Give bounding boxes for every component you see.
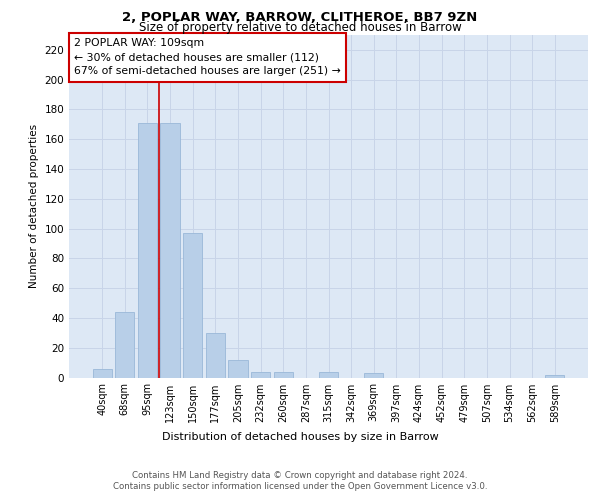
- Bar: [92, 368, 112, 378]
- Bar: [319, 372, 338, 378]
- Bar: [115, 312, 134, 378]
- Bar: [364, 373, 383, 378]
- Bar: [183, 233, 202, 378]
- Bar: [160, 123, 180, 378]
- Text: 2, POPLAR WAY, BARROW, CLITHEROE, BB7 9ZN: 2, POPLAR WAY, BARROW, CLITHEROE, BB7 9Z…: [122, 11, 478, 24]
- Text: 2 POPLAR WAY: 109sqm
← 30% of detached houses are smaller (112)
67% of semi-deta: 2 POPLAR WAY: 109sqm ← 30% of detached h…: [74, 38, 341, 76]
- Bar: [206, 333, 225, 378]
- Text: Contains public sector information licensed under the Open Government Licence v3: Contains public sector information licen…: [113, 482, 487, 491]
- Bar: [229, 360, 248, 378]
- Text: Contains HM Land Registry data © Crown copyright and database right 2024.: Contains HM Land Registry data © Crown c…: [132, 471, 468, 480]
- Bar: [251, 372, 270, 378]
- Text: Size of property relative to detached houses in Barrow: Size of property relative to detached ho…: [139, 22, 461, 35]
- Bar: [545, 374, 565, 378]
- Y-axis label: Number of detached properties: Number of detached properties: [29, 124, 39, 288]
- Bar: [138, 123, 157, 378]
- Bar: [274, 372, 293, 378]
- Text: Distribution of detached houses by size in Barrow: Distribution of detached houses by size …: [161, 432, 439, 442]
